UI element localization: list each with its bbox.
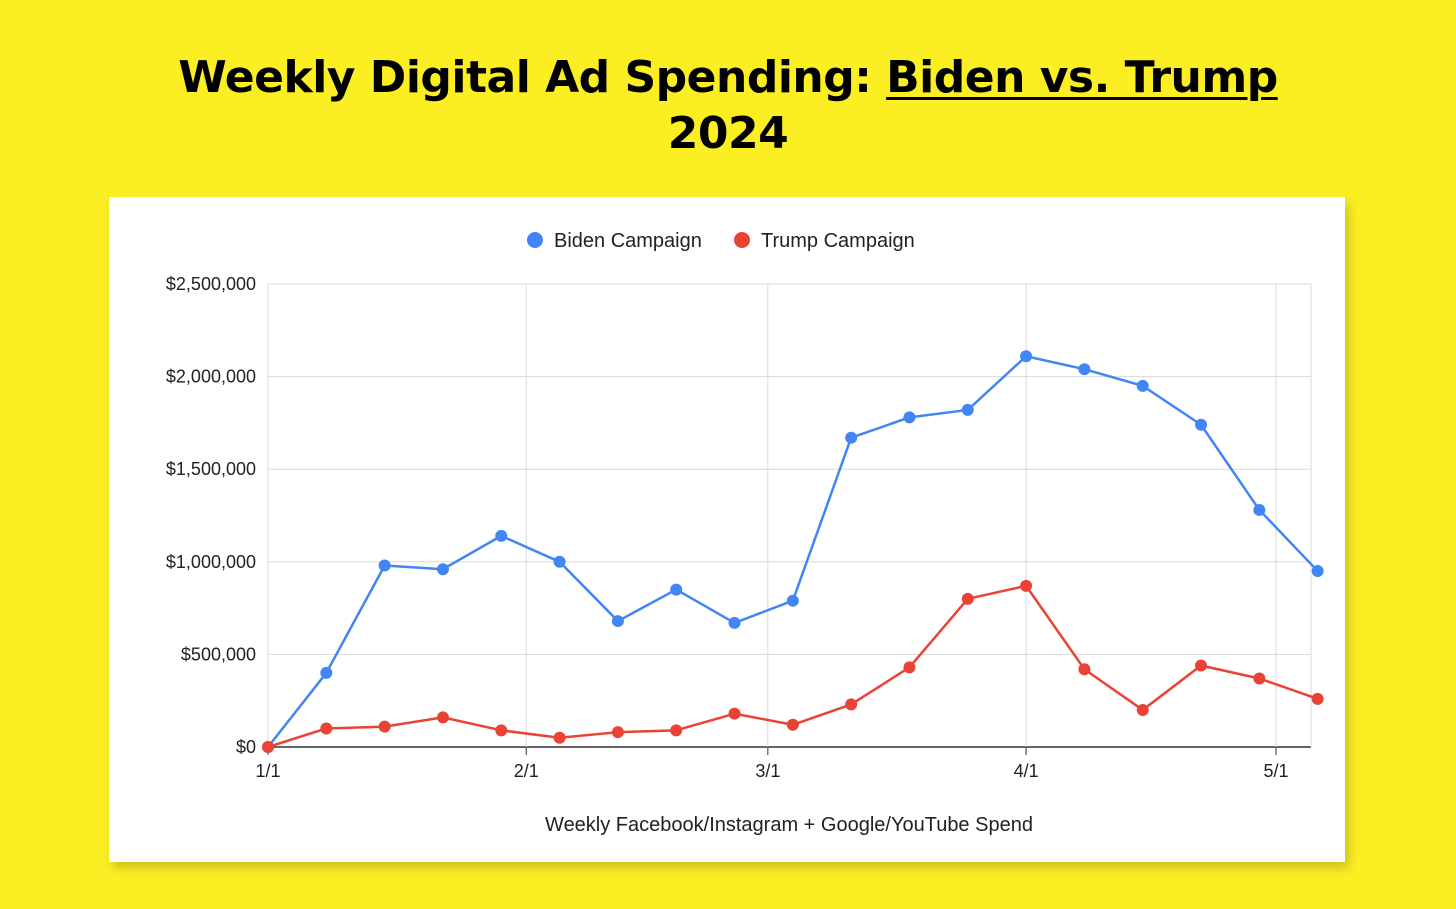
trump-data-point	[553, 731, 566, 744]
x-tick-label: 2/1	[514, 761, 539, 781]
biden-data-point	[553, 555, 566, 568]
biden-data-point	[961, 403, 974, 416]
trump-data-point	[436, 711, 449, 724]
x-tick-label: 4/1	[1014, 761, 1039, 781]
trump-data-point	[728, 707, 741, 720]
trump-data-point	[670, 724, 683, 737]
title-prefix: Weekly Digital Ad Spending:	[178, 52, 887, 103]
title-underlined: Biden vs. Trump	[886, 52, 1278, 103]
biden-data-point	[1253, 503, 1266, 516]
trump-data-point	[320, 722, 333, 735]
trump-data-point	[495, 724, 508, 737]
trump-data-point	[961, 592, 974, 605]
biden-data-point	[495, 529, 508, 542]
legend: Biden Campaign Trump Campaign	[527, 230, 915, 252]
chart-card: $0 $500,000 $1,000,000 $1,500,000 $2,000,000…	[109, 197, 1345, 862]
trump-data-point	[845, 698, 858, 711]
biden-legend-marker	[527, 232, 543, 248]
trump-data-point	[1078, 663, 1091, 676]
line-chart: $0 $500,000 $1,000,000 $1,500,000 $2,000,000…	[166, 230, 1324, 836]
biden-data-point	[786, 594, 799, 607]
y-tick-label: $2,500,000	[166, 274, 256, 294]
biden-data-point	[670, 583, 683, 596]
trump-legend-label: Trump Campaign	[761, 230, 915, 252]
trump-data-point	[1020, 579, 1033, 592]
trump-data-point	[903, 661, 916, 674]
grid-lines	[267, 283, 1312, 755]
x-axis-ticks: 1/1 2/1 3/1 4/1 5/1	[255, 761, 1288, 781]
biden-data-point	[436, 563, 449, 576]
x-tick-label: 1/1	[255, 761, 280, 781]
trump-legend-marker	[734, 232, 750, 248]
chart-title: Weekly Digital Ad Spending: Biden vs. Tr…	[0, 50, 1456, 162]
biden-data-point	[320, 666, 333, 679]
trump-data-point	[1195, 659, 1208, 672]
biden-data-point	[1020, 350, 1033, 363]
trump-data-point	[378, 720, 391, 733]
y-tick-label: $1,500,000	[166, 459, 256, 479]
trump-data-point	[1136, 703, 1149, 716]
y-tick-label: $2,000,000	[166, 367, 256, 387]
trump-data-point	[1253, 672, 1266, 685]
biden-legend-label: Biden Campaign	[554, 230, 702, 252]
x-axis-title: Weekly Facebook/Instagram + Google/YouTu…	[545, 814, 1033, 836]
trump-data-point	[786, 718, 799, 731]
title-line2: 2024	[667, 108, 789, 159]
biden-data-point	[1195, 418, 1208, 431]
trump-data-point	[1311, 692, 1324, 705]
biden-data-point	[1136, 379, 1149, 392]
biden-series-line	[267, 354, 1319, 748]
series-group	[262, 350, 1324, 753]
y-tick-label: $0	[236, 737, 256, 757]
biden-data-point	[845, 431, 858, 444]
trump-data-point	[611, 726, 624, 739]
biden-data-point	[611, 615, 624, 628]
biden-data-point	[728, 616, 741, 629]
y-axis-ticks: $0 $500,000 $1,000,000 $1,500,000 $2,000,000…	[166, 274, 256, 757]
biden-data-point	[1311, 565, 1324, 578]
x-tick-label: 3/1	[755, 761, 780, 781]
y-tick-label: $1,000,000	[166, 552, 256, 572]
biden-data-point	[378, 559, 391, 572]
x-tick-label: 5/1	[1263, 761, 1288, 781]
trump-data-point	[262, 741, 274, 753]
y-tick-label: $500,000	[181, 644, 256, 664]
biden-data-point	[903, 411, 916, 424]
biden-data-point	[1078, 363, 1091, 376]
